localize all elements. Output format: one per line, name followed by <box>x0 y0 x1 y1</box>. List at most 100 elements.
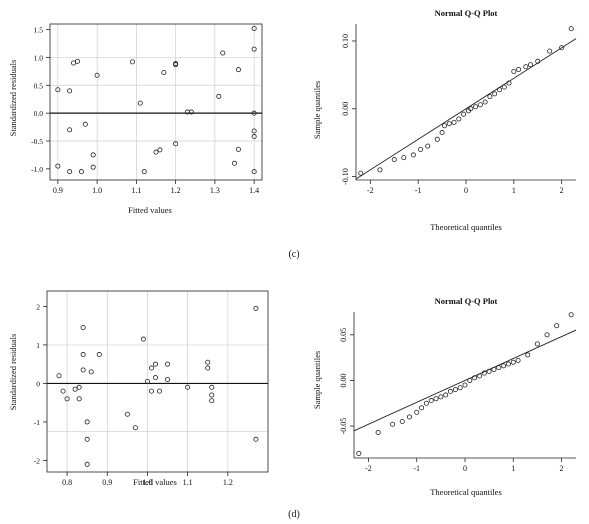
data-point <box>486 368 492 374</box>
data-point <box>418 146 424 152</box>
data-point <box>554 323 560 329</box>
x-tick-label: 0.8 <box>62 478 72 487</box>
data-point <box>515 357 521 363</box>
plot-frame <box>49 23 263 181</box>
data-point <box>481 370 487 376</box>
x-tick-label: 1.4 <box>249 186 259 195</box>
data-point <box>390 421 396 427</box>
data-point <box>452 387 458 393</box>
y-axis-title: Standardized residuals <box>8 334 18 411</box>
data-point <box>251 169 257 175</box>
x-tick-label: 1.2 <box>223 478 233 487</box>
data-point <box>78 169 84 175</box>
x-tick-label: 1.0 <box>92 186 102 195</box>
qq-reference-line <box>355 38 577 180</box>
data-point <box>90 164 96 170</box>
data-point <box>55 163 61 169</box>
data-point <box>492 91 498 97</box>
data-point <box>80 367 86 373</box>
data-point <box>251 46 257 52</box>
y-tick-label: 0.5 <box>34 81 44 90</box>
data-point <box>528 62 534 68</box>
data-point <box>141 169 147 175</box>
data-point <box>165 377 171 383</box>
data-point <box>173 62 179 68</box>
data-point <box>391 157 397 163</box>
data-point <box>80 325 86 331</box>
data-point <box>165 361 171 367</box>
x-tick-label: -1 <box>413 464 420 473</box>
y-tick-label: 0.00 <box>339 373 348 387</box>
data-point <box>253 305 259 311</box>
data-point <box>477 102 483 108</box>
data-point <box>544 332 550 338</box>
data-point <box>456 116 462 122</box>
qq-plot-c: Normal Q-Q Plot Sample quantiles Theoret… <box>312 8 577 232</box>
data-point <box>568 312 574 318</box>
data-point <box>161 69 167 75</box>
y-tick-label: 2 <box>36 302 40 311</box>
data-point <box>235 67 241 73</box>
data-point <box>80 352 86 358</box>
data-point <box>491 366 497 372</box>
data-point <box>401 155 407 161</box>
data-point <box>534 341 540 347</box>
data-point <box>148 365 154 371</box>
data-point <box>124 411 130 417</box>
data-point <box>468 106 474 112</box>
x-axis-title: Fitted values <box>133 477 177 487</box>
data-point <box>510 359 516 365</box>
data-point <box>67 127 73 133</box>
x-tick-label: 0.9 <box>53 186 63 195</box>
x-tick-label: -1 <box>415 186 422 195</box>
plot-frame <box>46 290 269 473</box>
data-point <box>56 373 62 379</box>
data-point <box>356 450 362 456</box>
data-point <box>516 66 522 72</box>
data-point <box>487 94 493 100</box>
data-point <box>462 382 468 388</box>
data-point <box>72 386 78 392</box>
data-point <box>232 160 238 166</box>
data-point <box>461 111 467 117</box>
data-point <box>443 392 449 398</box>
data-point <box>67 88 73 94</box>
data-point <box>377 167 383 173</box>
x-tick-label: 2 <box>560 186 564 195</box>
y-tick-label: -0.05 <box>339 418 348 435</box>
x-tick-label: 0 <box>463 464 467 473</box>
data-point <box>76 384 82 390</box>
data-point <box>64 396 70 402</box>
x-tick-label: 1.1 <box>131 186 141 195</box>
data-point <box>482 99 488 105</box>
data-point <box>157 147 163 153</box>
data-point <box>501 363 507 369</box>
data-point <box>501 84 507 90</box>
data-point <box>205 365 211 371</box>
data-point <box>467 377 473 383</box>
qq-plot-d: Normal Q-Q Plot Sample quantiles Theoret… <box>312 296 577 497</box>
data-point <box>152 361 158 367</box>
data-point <box>525 352 531 358</box>
qq-reference-line <box>353 329 577 432</box>
x-tick-label: 1.0 <box>142 478 152 487</box>
y-tick-label: 1.5 <box>34 26 44 35</box>
x-tick-label: 1 <box>512 186 516 195</box>
data-point <box>434 136 440 142</box>
x-tick-label: -2 <box>365 464 372 473</box>
data-point <box>457 385 463 391</box>
residuals-plot-d: Standardized residuals Fitted values 0.8… <box>8 290 269 487</box>
data-point <box>496 365 502 371</box>
data-point <box>205 359 211 365</box>
x-tick-label: 0 <box>464 186 468 195</box>
x-tick-label: 1.2 <box>171 186 181 195</box>
data-point <box>82 121 88 127</box>
data-point <box>476 373 482 379</box>
data-point <box>523 64 529 70</box>
data-point <box>251 110 257 116</box>
x-axis-title: Fitted values <box>128 205 172 215</box>
data-point <box>446 121 452 127</box>
data-point <box>253 436 259 442</box>
y-tick-label: 0.0 <box>34 109 44 118</box>
y-tick-label: -1.0 <box>31 165 43 174</box>
